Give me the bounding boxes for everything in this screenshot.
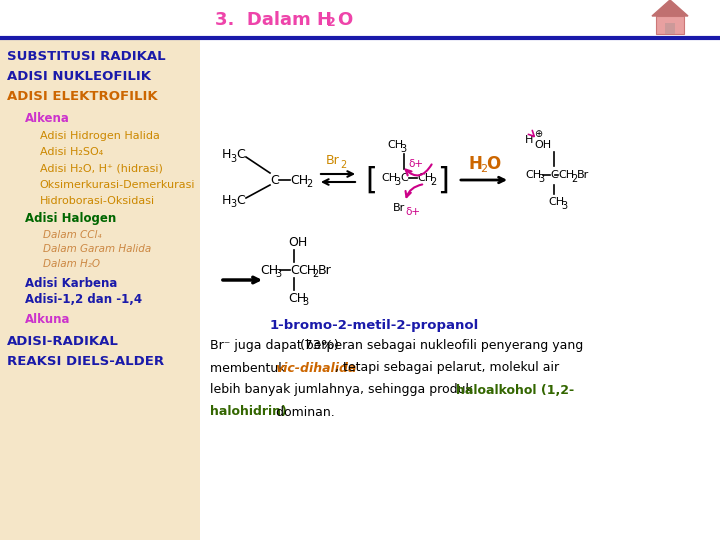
Text: CH: CH <box>260 264 278 276</box>
Text: 2: 2 <box>306 179 312 189</box>
Text: haloalkohol (1,2-: haloalkohol (1,2- <box>456 383 574 396</box>
Text: CH: CH <box>548 197 564 207</box>
Text: 2: 2 <box>340 160 346 170</box>
Text: 2: 2 <box>312 269 318 279</box>
Text: C: C <box>270 173 279 186</box>
Text: Hidroborasi-Oksidasi: Hidroborasi-Oksidasi <box>40 196 155 206</box>
Bar <box>665 23 675 34</box>
Text: 3: 3 <box>394 177 400 187</box>
Text: Alkena: Alkena <box>25 112 70 125</box>
Text: C: C <box>236 148 245 161</box>
Text: halohidrin): halohidrin) <box>210 406 287 419</box>
Text: Br: Br <box>318 264 332 276</box>
Text: Br: Br <box>393 203 405 213</box>
Text: 3: 3 <box>538 174 544 184</box>
Bar <box>200 0 720 540</box>
Text: 2: 2 <box>327 17 336 30</box>
Text: ]: ] <box>437 165 449 194</box>
Text: C: C <box>550 170 558 180</box>
Text: 3: 3 <box>230 199 236 209</box>
Text: C: C <box>290 264 299 276</box>
Text: ⊕: ⊕ <box>534 129 542 139</box>
Text: 3.  Dalam H: 3. Dalam H <box>215 11 332 29</box>
Text: OH: OH <box>288 235 307 248</box>
Text: O: O <box>337 11 352 29</box>
Bar <box>0 0 720 38</box>
Text: ADISI ELEKTROFILIK: ADISI ELEKTROFILIK <box>7 90 158 103</box>
Text: δ+: δ+ <box>408 159 423 169</box>
Bar <box>0 0 200 540</box>
Text: (73%): (73%) <box>300 339 340 352</box>
Text: Dalam H₂O: Dalam H₂O <box>43 259 100 269</box>
Text: 2: 2 <box>480 164 487 174</box>
Text: SUBSTITUSI RADIKAL: SUBSTITUSI RADIKAL <box>7 50 166 63</box>
Text: O: O <box>486 155 500 173</box>
Text: CH: CH <box>298 264 316 276</box>
Text: 2: 2 <box>571 174 577 184</box>
Text: lebih banyak jumlahnya, sehingga produk: lebih banyak jumlahnya, sehingga produk <box>210 383 477 396</box>
Text: H: H <box>222 193 231 206</box>
Text: H: H <box>468 155 482 173</box>
Text: C: C <box>400 173 408 183</box>
Text: CH: CH <box>288 292 306 305</box>
Bar <box>656 16 684 34</box>
Text: CH: CH <box>558 170 574 180</box>
Text: Adisi H₂O, H⁺ (hidrasi): Adisi H₂O, H⁺ (hidrasi) <box>40 164 163 173</box>
Text: CH: CH <box>381 173 397 183</box>
Text: dominan.: dominan. <box>272 406 335 419</box>
Text: δ+: δ+ <box>405 207 420 217</box>
Text: vic-dihalida: vic-dihalida <box>275 361 356 375</box>
Text: Adisi-1,2 dan -1,4: Adisi-1,2 dan -1,4 <box>25 293 143 306</box>
Text: Oksimerkurasi-Demerkurasi: Oksimerkurasi-Demerkurasi <box>40 180 195 190</box>
Text: H: H <box>525 135 534 145</box>
Text: membentuk: membentuk <box>210 361 289 375</box>
Text: Adisi Hidrogen Halida: Adisi Hidrogen Halida <box>40 131 159 141</box>
Text: C: C <box>236 193 245 206</box>
Text: Adisi Karbena: Adisi Karbena <box>25 277 117 290</box>
Text: CH: CH <box>525 170 541 180</box>
Text: ADISI-RADIKAL: ADISI-RADIKAL <box>7 335 119 348</box>
Text: 3: 3 <box>302 297 308 307</box>
Text: CH: CH <box>387 140 403 150</box>
Text: OH: OH <box>534 140 551 150</box>
Text: 2: 2 <box>430 177 436 187</box>
Text: REAKSI DIELS-ALDER: REAKSI DIELS-ALDER <box>7 355 164 368</box>
Text: 3: 3 <box>561 201 567 211</box>
Polygon shape <box>652 0 688 16</box>
Text: Dalam Garam Halida: Dalam Garam Halida <box>43 245 151 254</box>
Text: CH: CH <box>290 173 308 186</box>
Text: Adisi H₂SO₄: Adisi H₂SO₄ <box>40 147 103 157</box>
Text: Adisi Halogen: Adisi Halogen <box>25 212 117 225</box>
Text: 3: 3 <box>400 144 406 154</box>
Text: 1-bromo-2-metil-2-propanol: 1-bromo-2-metil-2-propanol <box>270 319 480 332</box>
Text: H: H <box>222 148 231 161</box>
Text: Br⁻ juga dapat berperan sebagai nukleofili penyerang yang: Br⁻ juga dapat berperan sebagai nukleofi… <box>210 340 583 353</box>
Text: ADISI NUKLEOFILIK: ADISI NUKLEOFILIK <box>7 70 151 83</box>
Text: [: [ <box>365 165 377 194</box>
Text: CH: CH <box>417 173 433 183</box>
Text: Br: Br <box>326 153 340 166</box>
Text: Alkuna: Alkuna <box>25 313 71 326</box>
Text: Dalam CCl₄: Dalam CCl₄ <box>43 230 102 240</box>
Text: 3: 3 <box>275 269 281 279</box>
Text: , tetapi sebagai pelarut, molekul air: , tetapi sebagai pelarut, molekul air <box>335 361 559 375</box>
Text: Br: Br <box>577 170 589 180</box>
Text: 3: 3 <box>230 154 236 164</box>
